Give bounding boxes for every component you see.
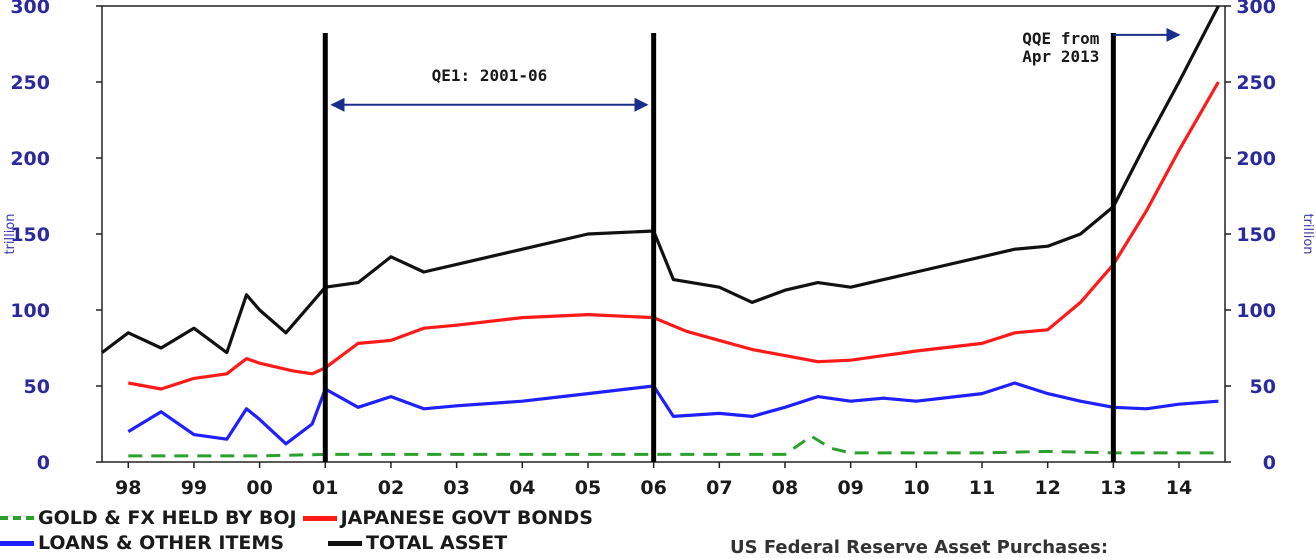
- y-tick-label-left: 300: [10, 0, 50, 18]
- x-tick-label: 98: [115, 477, 141, 499]
- legend-item-total: TOTAL ASSET: [328, 532, 507, 554]
- legend-label-loans: LOANS & OTHER ITEMS: [38, 532, 284, 554]
- x-tick-label: 09: [837, 477, 863, 499]
- y-tick-label-right: 0: [1263, 452, 1276, 474]
- x-tick-label: 99: [181, 477, 207, 499]
- y-tick-label-right: 300: [1236, 0, 1276, 18]
- legend-row-2: LOANS & OTHER ITEMS TOTAL ASSET: [0, 532, 513, 554]
- legend-swatch-red: [302, 515, 337, 521]
- y-tick-label-right: 250: [1236, 72, 1276, 94]
- legend-label-gold-fx: GOLD & FX HELD BY BOJ: [38, 507, 297, 529]
- series-line-2: [127, 381, 1219, 446]
- x-tick-label: 01: [312, 477, 338, 499]
- y-tick-label-right: 150: [1236, 224, 1276, 246]
- y-tick-label-left: 0: [37, 452, 50, 474]
- x-tick-label: 07: [706, 477, 732, 499]
- x-tick-label: 11: [969, 477, 995, 499]
- x-tick-label: 02: [378, 477, 404, 499]
- x-tick-label: 04: [509, 477, 535, 499]
- y-axis-title-right: trillion: [1300, 213, 1315, 254]
- x-tick-label: 13: [1100, 477, 1126, 499]
- legend-swatch-black: [328, 540, 362, 546]
- y-tick-label-right: 50: [1250, 376, 1276, 398]
- y-axis-title-left: trillion: [3, 213, 18, 254]
- annotation-label: Apr 2013: [1022, 47, 1099, 66]
- annotation-label: QE1: 2001-06: [432, 66, 548, 85]
- y-tick-label-left: 200: [10, 148, 50, 170]
- legend-label-total: TOTAL ASSET: [366, 532, 508, 554]
- legend-item-jgb: JAPANESE GOVT BONDS: [302, 507, 593, 529]
- series-line-1: [128, 81, 1220, 391]
- y-tick-label-left: 150: [10, 224, 50, 246]
- footer-caption: US Federal Reserve Asset Purchases:: [730, 537, 1109, 558]
- y-tick-label-left: 250: [10, 72, 50, 94]
- x-tick-label: 14: [1166, 477, 1192, 499]
- x-tick-label: 05: [575, 477, 601, 499]
- legend-item-gold-fx: GOLD & FX HELD BY BOJ: [0, 507, 297, 529]
- legend-label-jgb: JAPANESE GOVT BONDS: [340, 507, 593, 529]
- y-tick-label-left: 100: [10, 300, 50, 322]
- x-tick-label: 10: [903, 477, 929, 499]
- series-line-0: [128, 434, 1219, 458]
- y-tick-label-right: 100: [1236, 300, 1276, 322]
- x-tick-label: 03: [443, 477, 469, 499]
- legend-item-loans: LOANS & OTHER ITEMS: [0, 532, 284, 554]
- legend-swatch-dashed-green: [0, 516, 34, 520]
- x-tick-label: 06: [640, 477, 666, 499]
- annotation-label: QQE from: [1022, 29, 1099, 48]
- legend-row-1: GOLD & FX HELD BY BOJ JAPANESE GOVT BOND…: [0, 507, 599, 529]
- y-tick-label-left: 50: [24, 376, 50, 398]
- plot-frame: [101, 5, 1226, 463]
- x-tick-label: 00: [246, 477, 272, 499]
- x-tick-label: 12: [1034, 477, 1060, 499]
- x-tick-label: 08: [772, 477, 798, 499]
- y-tick-label-right: 200: [1236, 148, 1276, 170]
- legend-swatch-blue: [0, 540, 34, 546]
